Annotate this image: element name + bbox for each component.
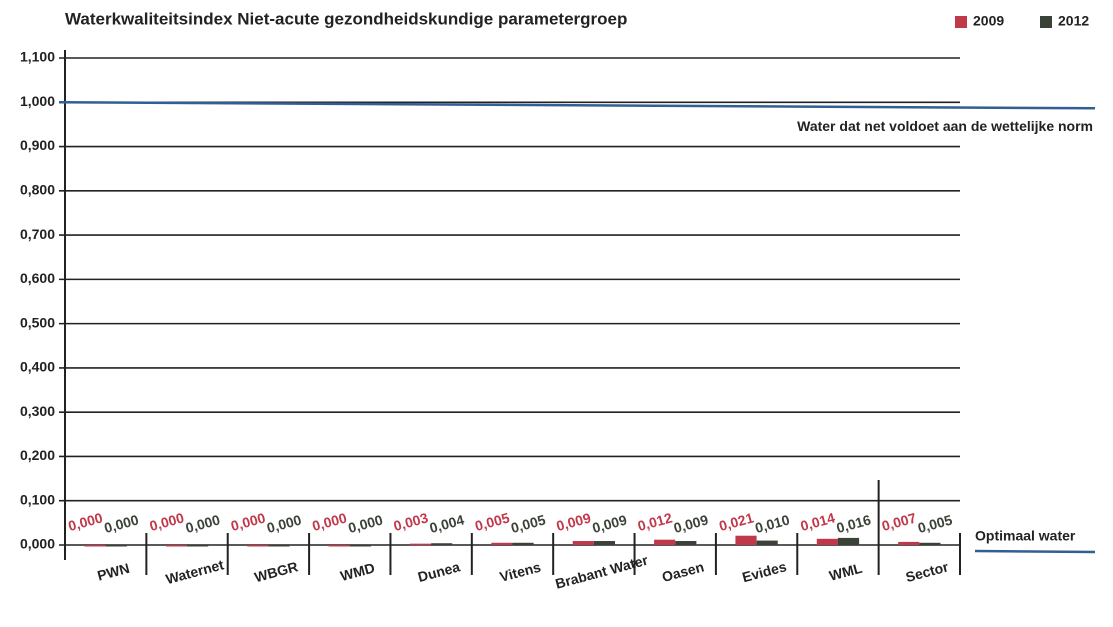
- bar: [491, 542, 513, 545]
- bar: [431, 543, 453, 545]
- y-tick-label: 0,200: [20, 447, 55, 463]
- bar: [187, 545, 209, 547]
- bar: [512, 542, 534, 545]
- data-label: 0,000: [310, 509, 348, 534]
- data-label: 0,009: [672, 511, 710, 536]
- x-tick-label: Brabant Water: [553, 552, 650, 592]
- x-tick-label: WMD: [338, 559, 376, 584]
- bar: [165, 545, 188, 547]
- data-label: 0,000: [229, 509, 267, 534]
- bar: [268, 545, 290, 547]
- bar: [837, 537, 860, 545]
- bar: [247, 545, 269, 547]
- legend-label: 2009: [973, 13, 1004, 29]
- bar: [409, 543, 432, 546]
- x-tick-label: Oasen: [660, 558, 705, 585]
- data-label: 0,005: [473, 509, 511, 534]
- bar: [675, 541, 697, 545]
- data-label: 0,012: [636, 509, 674, 534]
- bar: [105, 545, 127, 547]
- bar: [735, 535, 757, 545]
- y-tick-label: 0,600: [20, 270, 55, 286]
- data-label: 0,010: [753, 511, 791, 536]
- bar: [572, 541, 594, 545]
- data-label: 0,009: [591, 511, 629, 536]
- reference-label: Water dat net voldoet aan de wettelijke …: [797, 118, 1093, 134]
- bar: [84, 545, 106, 547]
- data-label: 0,000: [148, 509, 186, 534]
- y-tick-label: 0,100: [20, 491, 55, 507]
- x-tick-label: Dunea: [416, 558, 462, 585]
- reference-label: Optimaal water: [975, 528, 1076, 544]
- data-label: 0,004: [428, 511, 466, 536]
- data-label: 0,016: [835, 511, 873, 536]
- legend-swatch: [1040, 16, 1052, 28]
- data-label: 0,014: [799, 509, 837, 534]
- y-tick-label: 0,300: [20, 403, 55, 419]
- data-label: 0,005: [509, 511, 547, 536]
- x-tick-label: WML: [827, 560, 864, 584]
- data-label: 0,000: [265, 511, 303, 536]
- y-tick-label: 0,500: [20, 314, 55, 330]
- legend-label: 2012: [1058, 13, 1089, 29]
- y-tick-label: 1,000: [20, 93, 55, 109]
- bar: [593, 541, 616, 545]
- x-tick-label: Evides: [740, 558, 788, 585]
- bar: [756, 540, 778, 545]
- data-label: 0,021: [717, 509, 755, 534]
- data-label: 0,007: [880, 509, 918, 534]
- data-label: 0,000: [66, 509, 104, 534]
- reference-line: [974, 549, 1096, 554]
- y-tick-label: 0,700: [20, 226, 55, 242]
- bar: [349, 545, 371, 547]
- bar: [898, 541, 920, 545]
- data-label: 0,009: [555, 509, 593, 534]
- data-label: 0,000: [346, 511, 384, 536]
- data-label: 0,005: [916, 511, 954, 536]
- x-tick-label: WBGR: [253, 558, 300, 585]
- y-tick-label: 0,400: [20, 359, 55, 375]
- chart-title: Waterkwaliteitsindex Niet-acute gezondhe…: [65, 9, 627, 28]
- data-label: 0,000: [184, 511, 222, 536]
- y-tick-label: 0,800: [20, 182, 55, 198]
- x-tick-label: Waternet: [164, 556, 226, 587]
- y-tick-label: 1,100: [20, 49, 55, 65]
- legend-swatch: [955, 16, 967, 28]
- y-tick-label: 0,900: [20, 137, 55, 153]
- reference-line: [58, 101, 1096, 110]
- bar: [654, 539, 676, 545]
- bar: [919, 542, 941, 545]
- bar: [816, 538, 838, 545]
- data-label: 0,000: [102, 511, 140, 536]
- y-tick-label: 0,000: [20, 536, 55, 552]
- bar: [328, 545, 350, 547]
- x-tick-label: Vitens: [498, 559, 543, 585]
- x-tick-label: Sector: [904, 558, 951, 585]
- x-tick-label: PWN: [95, 560, 131, 584]
- data-label: 0,003: [392, 509, 430, 534]
